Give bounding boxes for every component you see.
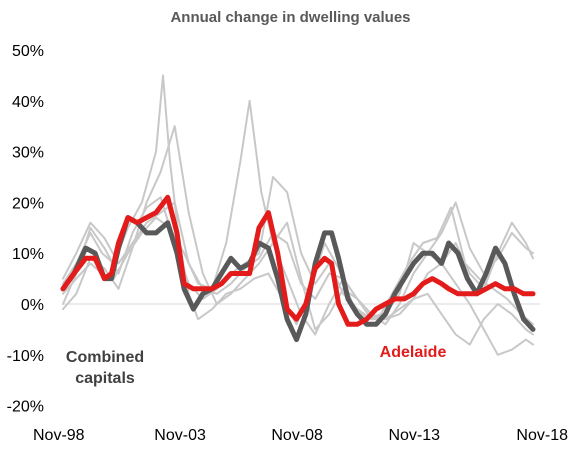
y-tick-label: 50% [12,43,44,60]
adelaide-annotation: Adelaide [380,344,447,361]
x-tick-label: Nov-08 [271,427,323,444]
x-tick-label: Nov-98 [33,427,85,444]
combined-capitals-line [60,215,536,343]
x-tick-label: Nov-03 [154,427,206,444]
y-tick-label: -10% [7,348,44,365]
highlighted-lines [60,194,536,343]
x-tick-label: Nov-13 [388,427,440,444]
x-tick-label: Nov-18 [516,427,568,444]
y-tick-label: -20% [7,399,44,416]
y-tick-label: 0% [21,297,44,314]
other-city-line-2 [62,99,534,346]
x-axis-tick-labels: Nov-98 Nov-03 Nov-08 Nov-13 Nov-18 [33,427,568,444]
combined-capitals-annotation: Combined capitals [66,349,144,387]
y-tick-label: 40% [12,94,44,111]
adelaide-line [60,194,536,327]
other-city-line-1 [62,74,534,326]
y-axis-tick-labels: 50% 40% 30% 20% 10% 0% -10% -20% [7,43,44,416]
series-annotations: Combined capitals Adelaide [66,344,447,387]
y-tick-label: 30% [12,145,44,162]
y-tick-label: 10% [12,246,44,263]
chart-title: Annual change in dwelling values [170,9,411,26]
y-tick-label: 20% [12,195,44,212]
